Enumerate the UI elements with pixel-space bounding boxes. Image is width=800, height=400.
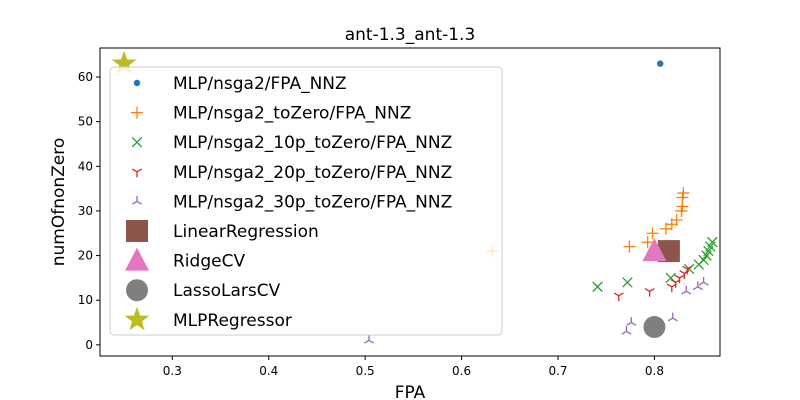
data-point-x (698, 254, 709, 266)
x-axis-label: FPA (395, 383, 426, 400)
legend-label: RidgeCV (173, 252, 245, 272)
data-point-tri_up (698, 276, 709, 286)
data-point-tri_down (682, 265, 693, 275)
legend-entry: MLP/nsga2_10p_toZero/FPA_NNZ (131, 133, 452, 153)
y-axis-label: numOfnonZero (49, 138, 69, 267)
legend-label: LassoLarsCV (173, 281, 281, 301)
data-point-tri_up (364, 334, 375, 344)
plot-frame (99, 47, 721, 357)
legend-entry: MLP/nsga2/FPA_NNZ (133, 74, 347, 94)
y-axis-ticks: 0 10 20 30 40 50 60 (78, 70, 100, 352)
data-point-plus (677, 187, 690, 200)
legend-marker (131, 136, 143, 148)
x-tick-label: 0.7 (548, 364, 567, 378)
data-point-circle (643, 315, 666, 338)
legend-entry: MLP/nsga2_20p_toZero/FPA_NNZ (131, 163, 452, 183)
legend-marker (126, 279, 148, 302)
legend-entry: RidgeCV (125, 247, 245, 272)
legend-marker (131, 168, 143, 178)
legend-marker (133, 79, 141, 87)
y-tick-label: 50 (78, 115, 93, 129)
y-tick-label: 40 (78, 159, 93, 173)
data-point-tri_down (674, 274, 685, 284)
data-point-tri_up (667, 312, 678, 322)
legend-label: MLP/nsga2_30p_toZero/FPA_NNZ (173, 192, 452, 212)
y-tick-label: 10 (78, 293, 93, 307)
x-axis-ticks: 0.3 0.4 0.5 0.6 0.7 0.8 (163, 356, 664, 378)
data-point-tri_up (626, 317, 637, 326)
x-tick-label: 0.3 (163, 364, 182, 378)
legend-marker (131, 196, 143, 205)
data-point-tri_up (681, 285, 692, 295)
x-tick-label: 0.5 (356, 364, 375, 378)
x-tick-label: 0.6 (452, 364, 471, 378)
data-point-plus (623, 240, 636, 253)
legend-marker (125, 247, 149, 271)
legend-label: MLP/nsga2_20p_toZero/FPA_NNZ (173, 163, 452, 183)
plot-points (111, 50, 718, 344)
legend-label: MLP/nsga2_toZero/FPA_NNZ (173, 104, 411, 124)
data-point-triangle (642, 238, 667, 262)
legend-entry: LinearRegression (126, 220, 319, 242)
data-point-tri_down (644, 288, 655, 297)
data-point-x (592, 281, 603, 293)
data-point-tri_up (692, 281, 703, 291)
data-point-x (707, 236, 718, 248)
x-tick-label: 0.4 (259, 364, 278, 378)
y-tick-label: 60 (78, 70, 93, 84)
data-point-x (622, 277, 633, 288)
chart-title: ant-1.3_ant-1.3 (345, 25, 476, 45)
data-point-plus (646, 227, 659, 240)
legend-label: MLP/nsga2_10p_toZero/FPA_NNZ (173, 133, 452, 153)
y-tick-label: 30 (78, 204, 93, 218)
legend-label: MLPRegressor (173, 311, 292, 331)
legend-entries: MLP/nsga2/FPA_NNZ MLP/nsga2_toZero/FPA_NN… (124, 74, 452, 331)
y-tick-label: 0 (85, 338, 93, 352)
x-tick-label: 0.8 (645, 364, 664, 378)
legend: MLP/nsga2/FPA_NNZ MLP/nsga2_toZero/FPA_NN… (109, 66, 503, 336)
legend-marker (124, 306, 150, 331)
data-point-tri_down (613, 292, 624, 302)
legend-entry: LassoLarsCV (126, 279, 281, 302)
legend-entry: MLP/nsga2_30p_toZero/FPA_NNZ (131, 192, 452, 212)
data-point-dot (657, 60, 664, 67)
y-tick-label: 20 (78, 249, 93, 263)
data-point-star (111, 50, 137, 75)
data-point-tri_up (621, 326, 632, 335)
legend-marker (126, 220, 148, 242)
legend-entry: MLP/nsga2_toZero/FPA_NNZ (131, 104, 411, 124)
legend-entry: MLPRegressor (124, 306, 292, 331)
legend-label: MLP/nsga2/FPA_NNZ (173, 74, 347, 94)
data-point-plus (641, 236, 654, 249)
legend-label: LinearRegression (173, 222, 319, 242)
legend-marker (131, 106, 143, 119)
legend-box (109, 66, 503, 336)
data-point-plus (670, 213, 683, 226)
